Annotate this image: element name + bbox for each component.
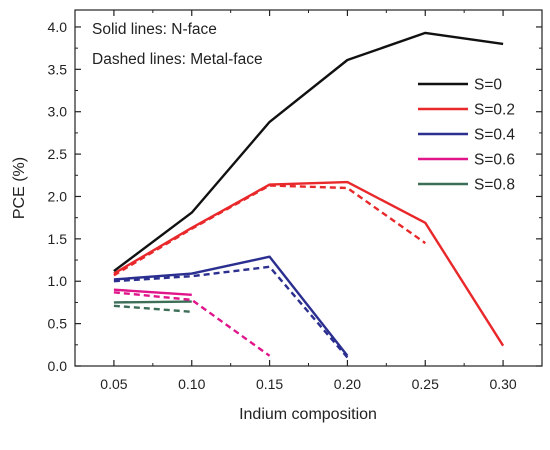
legend-label: S=0.4 [474, 127, 515, 144]
series-line-S-06-solid [113, 288, 192, 296]
annotation-n-face: Solid lines: N-face [92, 21, 217, 38]
series-line-S-02-solid [113, 180, 505, 347]
series-line-S-08-dashed [113, 304, 192, 313]
y-tick-label: 2.0 [48, 188, 68, 204]
series-line-S-0-solid [113, 31, 504, 273]
series-line-S-06-dashed [113, 291, 271, 357]
x-tick-label: 0.25 [412, 376, 439, 392]
legend-label: S=0.6 [474, 152, 515, 169]
y-axis-title: PCE (%) [11, 157, 28, 219]
y-axis: 0.0 0.5 1.0 1.5 2.0 2.5 3.0 3.5 4.0 [48, 19, 542, 374]
x-tick-label: 0.20 [334, 376, 361, 392]
series-line-S-08-solid [113, 300, 192, 304]
y-tick-label: 1.0 [48, 273, 68, 289]
x-tick-label: 0.05 [100, 376, 127, 392]
series-layer [113, 31, 505, 359]
y-tick-label: 3.5 [48, 61, 68, 77]
x-axis-title: Indium composition [239, 406, 377, 423]
legend-label: S=0 [474, 77, 502, 94]
y-tick-label: 2.5 [48, 146, 68, 162]
y-tick-label: 4.0 [48, 19, 68, 35]
x-tick-label: 0.10 [178, 376, 205, 392]
legend-label: S=0.8 [474, 177, 515, 194]
y-tick-label: 1.5 [48, 231, 68, 247]
x-tick-label: 0.30 [489, 376, 516, 392]
y-tick-label: 0.5 [48, 316, 68, 332]
y-tick-label: 0.0 [48, 358, 68, 374]
legend-label: S=0.2 [474, 102, 515, 119]
legend: S=0 S=0.2 S=0.4 S=0.6 S=0.8 [418, 77, 515, 194]
y-tick-label: 3.0 [48, 104, 68, 120]
series-line-S-04-solid [113, 255, 349, 357]
annotation-metal-face: Dashed lines: Metal-face [92, 51, 263, 68]
x-tick-label: 0.15 [256, 376, 283, 392]
x-axis: 0.05 0.10 0.15 0.20 0.25 0.30 [100, 10, 517, 392]
